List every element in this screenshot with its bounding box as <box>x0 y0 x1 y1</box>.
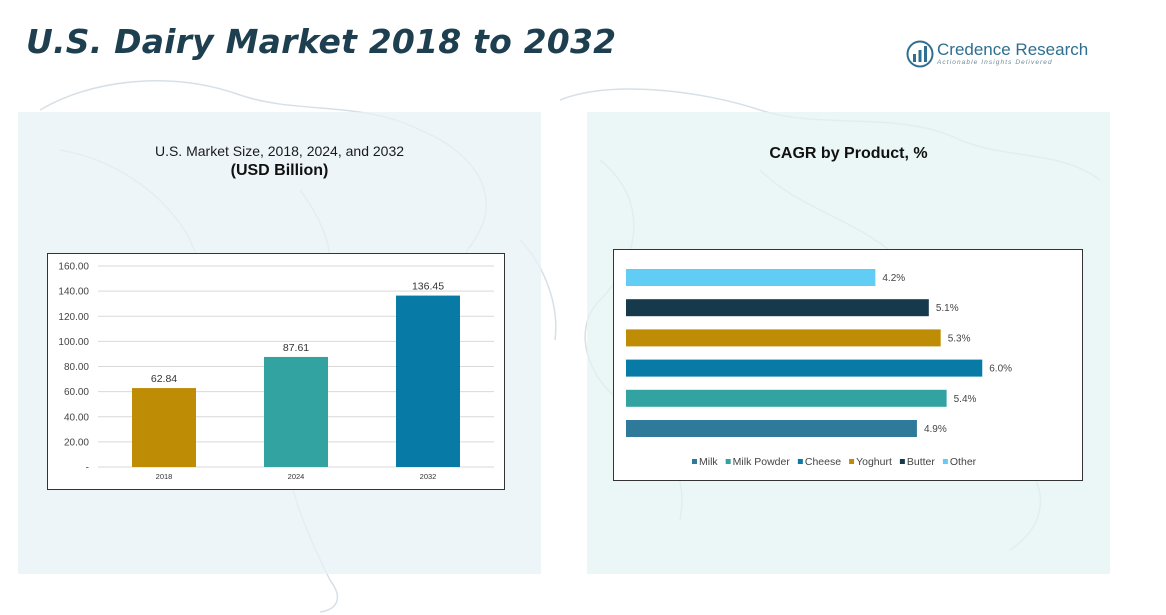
bar-2024 <box>264 356 328 467</box>
cagr-bar-milk <box>626 420 917 437</box>
cagr-value-label: 5.3% <box>948 333 971 344</box>
market-size-chart-unit: (USD Billion) <box>230 162 329 179</box>
y-tick-label: - <box>86 463 89 474</box>
cagr-chart-title: CAGR by Product, % <box>769 145 928 162</box>
bar-chart-logo-icon <box>906 40 934 68</box>
legend-label-milk-powder: Milk Powder <box>733 456 791 468</box>
page-title: U.S. Dairy Market 2018 to 2032 <box>26 22 617 61</box>
y-tick-label: 40.00 <box>64 412 89 423</box>
legend-label-milk: Milk <box>699 456 718 468</box>
cagr-value-label: 5.4% <box>954 394 977 405</box>
legend-label-other: Other <box>950 456 977 468</box>
cagr-panel: CAGR by Product, % 4.2% 5.1% 5.3% 6.0% 5.4% 4… <box>587 112 1110 574</box>
cagr-bar-cheese <box>626 359 983 377</box>
cagr-bar-butter <box>626 299 929 317</box>
y-tick-label: 80.00 <box>64 362 89 373</box>
bar-2032 <box>396 295 460 467</box>
cagr-bar-yoghurt <box>626 329 941 347</box>
logo-name: Credence Research <box>937 40 1089 59</box>
bar-value-label: 87.61 <box>283 342 309 354</box>
y-tick-label: 20.00 <box>64 437 89 448</box>
cagr-value-label: 5.1% <box>936 303 959 314</box>
cagr-chart-frame: 4.2% 5.1% 5.3% 6.0% 5.4% 4.9% Milk Milk Powder C… <box>613 249 1083 481</box>
cagr-bar-milk-powder <box>626 389 947 407</box>
y-tick-label: 140.00 <box>58 287 89 298</box>
legend-swatch <box>849 459 855 464</box>
legend-swatch <box>692 459 697 464</box>
legend-label-yoghurt: Yoghurt <box>856 456 892 468</box>
logo-tagline: Actionable Insights Delivered <box>937 59 1053 66</box>
market-size-chart-title: U.S. Market Size, 2018, 2024, and 2032 <box>154 143 405 159</box>
legend-swatch <box>725 459 731 464</box>
cagr-value-label: 4.2% <box>882 273 905 284</box>
legend-swatch <box>899 459 905 464</box>
x-tick-label: 2018 <box>156 472 173 481</box>
y-tick-label: 160.00 <box>58 262 89 273</box>
bar-value-label: 62.84 <box>151 373 177 385</box>
bar-2018 <box>132 388 196 467</box>
legend-swatch <box>797 459 803 464</box>
y-tick-label: 120.00 <box>58 312 89 323</box>
market-size-panel: U.S. Market Size, 2018, 2024, and 2032 (… <box>18 112 541 574</box>
legend-label-cheese: Cheese <box>805 456 841 468</box>
x-tick-label: 2024 <box>288 472 305 481</box>
market-size-chart-frame: - 20.00 40.00 60.00 80.00 100.00 120.00 140.00 1… <box>47 253 505 490</box>
cagr-value-label: 4.9% <box>924 424 947 435</box>
bar-value-label: 136.45 <box>412 281 444 293</box>
market-size-bar-chart: - 20.00 40.00 60.00 80.00 100.00 120.00 140.00 1… <box>58 262 494 481</box>
cagr-horizontal-bar-chart: 4.2% 5.1% 5.3% 6.0% 5.4% 4.9% Milk Milk Powder C… <box>626 269 1012 468</box>
cagr-bar-other <box>626 269 876 286</box>
y-tick-label: 100.00 <box>58 337 89 348</box>
y-tick-label: 60.00 <box>64 387 89 398</box>
x-tick-label: 2032 <box>420 472 437 481</box>
legend-swatch <box>942 459 948 464</box>
cagr-value-label: 6.0% <box>989 364 1012 375</box>
legend-label-butter: Butter <box>907 456 936 468</box>
